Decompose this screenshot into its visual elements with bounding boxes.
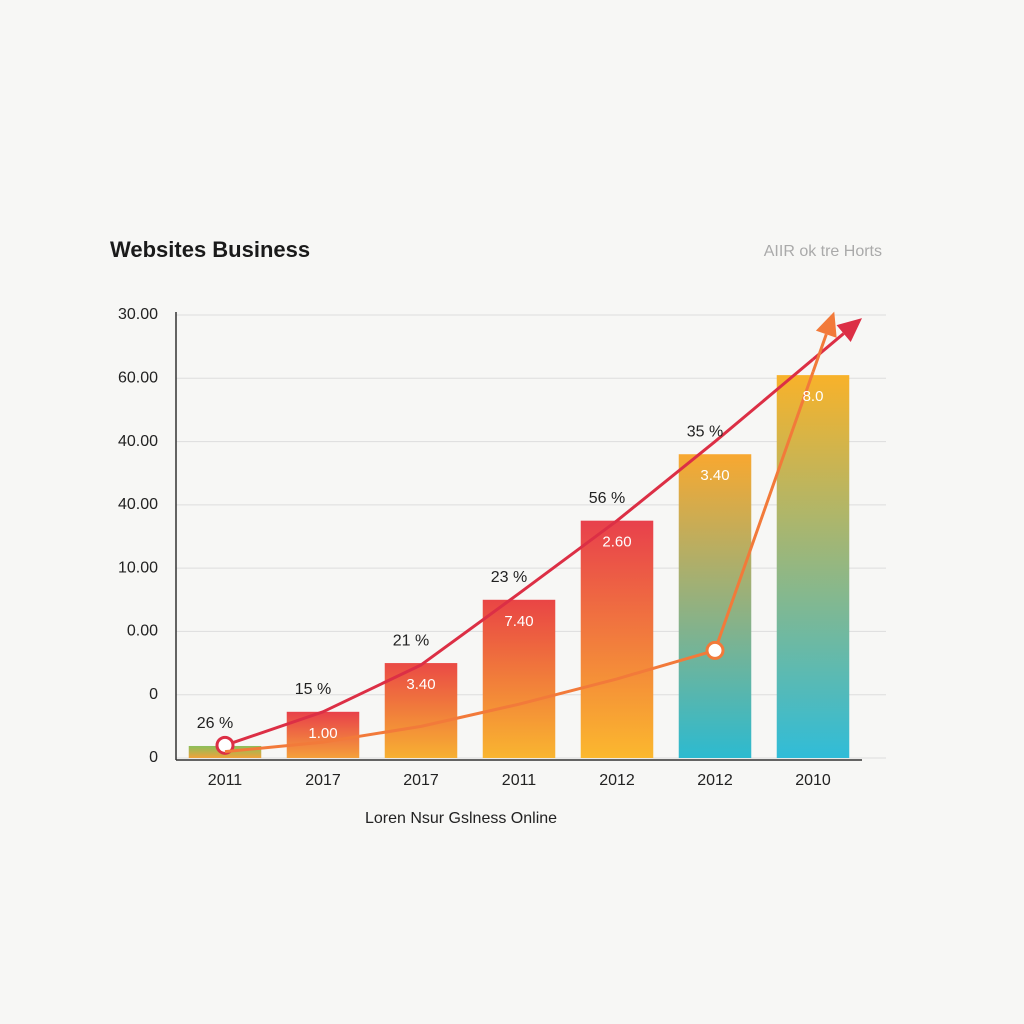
bar-top-label: 15 % xyxy=(295,681,331,698)
bar xyxy=(678,454,752,758)
y-tick-label: 40.00 xyxy=(118,496,158,513)
bar-top-label: 35 % xyxy=(687,423,723,440)
y-tick-label: 40.00 xyxy=(118,433,158,450)
x-tick-label: 2011 xyxy=(502,772,537,789)
x-tick-label: 2017 xyxy=(403,772,439,789)
bar xyxy=(776,375,850,758)
y-tick-label: 0.00 xyxy=(127,623,158,640)
bar-inner-label: 8.0 xyxy=(803,388,824,405)
chart-subtitle: AIIR ok tre Horts xyxy=(764,243,882,260)
line-marker xyxy=(705,640,725,660)
y-tick-label: 60.00 xyxy=(118,370,158,387)
bar-inner-label: 2.60 xyxy=(602,534,631,551)
line-marker xyxy=(215,735,235,755)
arrow-head xyxy=(815,311,837,338)
x-tick-label: 2010 xyxy=(795,772,831,789)
bar xyxy=(580,520,654,758)
y-tick-label: 10.00 xyxy=(118,559,158,576)
bar-inner-label: 1.00 xyxy=(308,725,337,742)
bar-inner-label: 7.40 xyxy=(504,613,533,630)
y-tick-label: 0 xyxy=(149,686,158,703)
x-tick-label: 2012 xyxy=(599,772,635,789)
x-tick-label: 2012 xyxy=(697,772,733,789)
y-tick-label: 0 xyxy=(149,749,158,766)
trend-line xyxy=(224,358,814,747)
x-axis-label: Loren Nsur Gslness Online xyxy=(365,810,557,827)
bar-top-label: 56 % xyxy=(589,490,625,507)
arrow-shaft xyxy=(811,333,828,373)
x-tick-label: 2011 xyxy=(208,772,243,789)
bar-top-label: 21 % xyxy=(393,632,429,649)
arrow-head xyxy=(836,318,863,343)
x-tick-label: 2017 xyxy=(305,772,341,789)
bar xyxy=(384,663,458,758)
bar-top-label: 23 % xyxy=(491,569,527,586)
bar-inner-label: 3.40 xyxy=(700,467,729,484)
bar-inner-label: 3.40 xyxy=(406,676,435,693)
y-tick-label: 30.00 xyxy=(118,306,158,323)
bar xyxy=(482,599,556,758)
chart-title: Websites Business xyxy=(110,237,310,262)
bar-top-label: 26 % xyxy=(197,715,233,732)
